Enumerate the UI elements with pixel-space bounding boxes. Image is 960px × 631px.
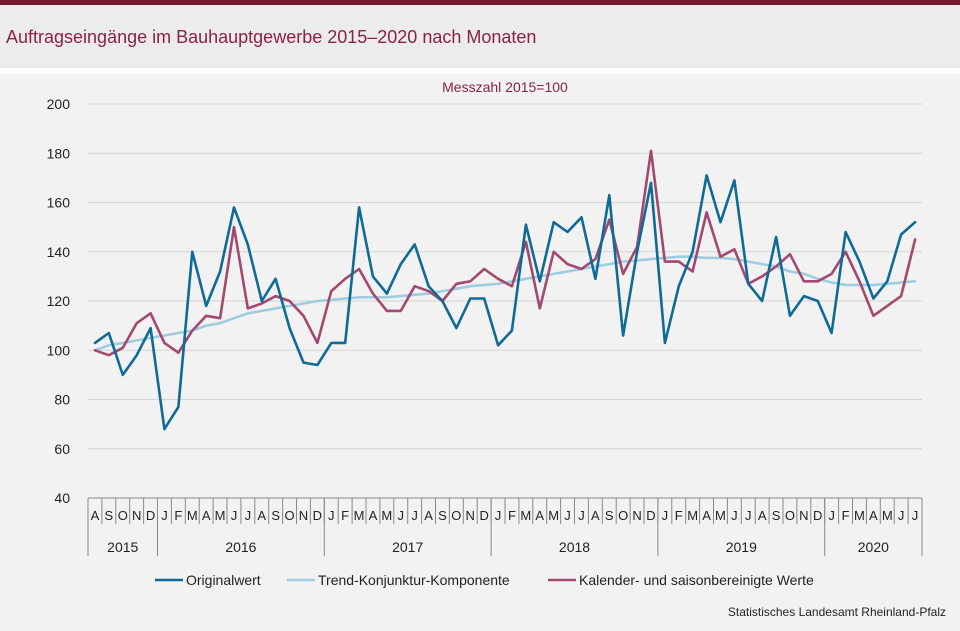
year-label: 2019	[726, 539, 757, 555]
month-label: J	[898, 508, 905, 523]
month-label: D	[313, 508, 322, 523]
series-line	[93, 174, 917, 431]
month-label: F	[842, 508, 850, 523]
y-tick-label: 180	[47, 145, 71, 161]
year-label: 2015	[107, 539, 138, 555]
month-label: A	[702, 508, 711, 523]
y-tick-label: 40	[54, 490, 70, 506]
month-label: J	[328, 508, 335, 523]
month-label: J	[564, 508, 571, 523]
month-label: M	[354, 508, 365, 523]
month-label: M	[687, 508, 698, 523]
month-label: D	[479, 508, 488, 523]
month-label: J	[745, 508, 752, 523]
y-tick-label: 140	[47, 244, 71, 260]
month-label: M	[715, 508, 726, 523]
month-label: J	[231, 508, 238, 523]
y-tick-label: 200	[47, 96, 71, 112]
month-label: A	[535, 508, 544, 523]
year-label: 2016	[225, 539, 256, 555]
month-label: A	[869, 508, 878, 523]
month-label: J	[245, 508, 252, 523]
y-tick-label: 100	[47, 342, 71, 358]
month-label: N	[632, 508, 641, 523]
month-label: D	[646, 508, 655, 523]
month-label: O	[785, 508, 795, 523]
month-label: M	[548, 508, 559, 523]
month-label: S	[438, 508, 447, 523]
month-label: N	[132, 508, 141, 523]
series-line	[93, 149, 917, 357]
year-label: 2017	[392, 539, 423, 555]
month-label: S	[772, 508, 781, 523]
month-label: N	[466, 508, 475, 523]
month-label: J	[828, 508, 835, 523]
month-label: J	[411, 508, 418, 523]
month-label: A	[91, 508, 100, 523]
month-label: J	[161, 508, 168, 523]
source-note: Statistisches Landesamt Rheinland-Pfalz	[727, 605, 946, 619]
month-label: F	[508, 508, 516, 523]
y-tick-label: 120	[47, 293, 71, 309]
chart-area-background	[0, 74, 960, 631]
legend-label: Trend-Konjunktur-Komponente	[318, 572, 510, 588]
month-label: F	[174, 508, 182, 523]
month-label: M	[854, 508, 865, 523]
month-label: O	[618, 508, 628, 523]
month-label: J	[398, 508, 405, 523]
month-label: A	[758, 508, 767, 523]
month-label: M	[215, 508, 226, 523]
y-tick-label: 160	[47, 195, 71, 211]
month-label: S	[605, 508, 614, 523]
month-label: N	[799, 508, 808, 523]
month-label: J	[495, 508, 502, 523]
series-lines	[93, 149, 917, 431]
month-label: J	[912, 508, 919, 523]
legend-label: Kalender- und saisonbereinigte Werte	[579, 572, 814, 588]
month-label: J	[578, 508, 585, 523]
month-label: F	[675, 508, 683, 523]
legend-label: Originalwert	[186, 572, 261, 588]
y-tick-label: 80	[54, 392, 70, 408]
legend: Originalwert Trend-Konjunktur-Komponente K…	[155, 572, 814, 588]
month-label: J	[731, 508, 738, 523]
month-label: A	[257, 508, 266, 523]
grid-lines	[88, 103, 922, 450]
month-label: A	[424, 508, 433, 523]
month-label: D	[146, 508, 155, 523]
month-label: M	[520, 508, 531, 523]
month-label: A	[369, 508, 378, 523]
y-tick-label: 60	[54, 441, 70, 457]
month-label: S	[105, 508, 114, 523]
month-label: M	[381, 508, 392, 523]
month-label: A	[202, 508, 211, 523]
year-label: 2020	[858, 539, 889, 555]
header-band: Auftragseingänge im Bauhauptgewerbe 2015…	[0, 5, 960, 68]
month-label: O	[284, 508, 294, 523]
y-axis: 40 60 80 100 120 140 160 180 200	[47, 96, 71, 506]
month-label: O	[451, 508, 461, 523]
month-label: A	[591, 508, 600, 523]
month-label: O	[118, 508, 128, 523]
month-label: J	[662, 508, 669, 523]
year-label: 2018	[559, 539, 590, 555]
chart-title: Auftragseingänge im Bauhauptgewerbe 2015…	[6, 27, 537, 47]
month-label: S	[271, 508, 280, 523]
month-label: F	[341, 508, 349, 523]
top-accent-bar	[0, 0, 960, 5]
month-label: N	[299, 508, 308, 523]
month-label: M	[882, 508, 893, 523]
chart-subtitle: Messzahl 2015=100	[442, 79, 568, 95]
month-label: M	[187, 508, 198, 523]
month-label: D	[813, 508, 822, 523]
